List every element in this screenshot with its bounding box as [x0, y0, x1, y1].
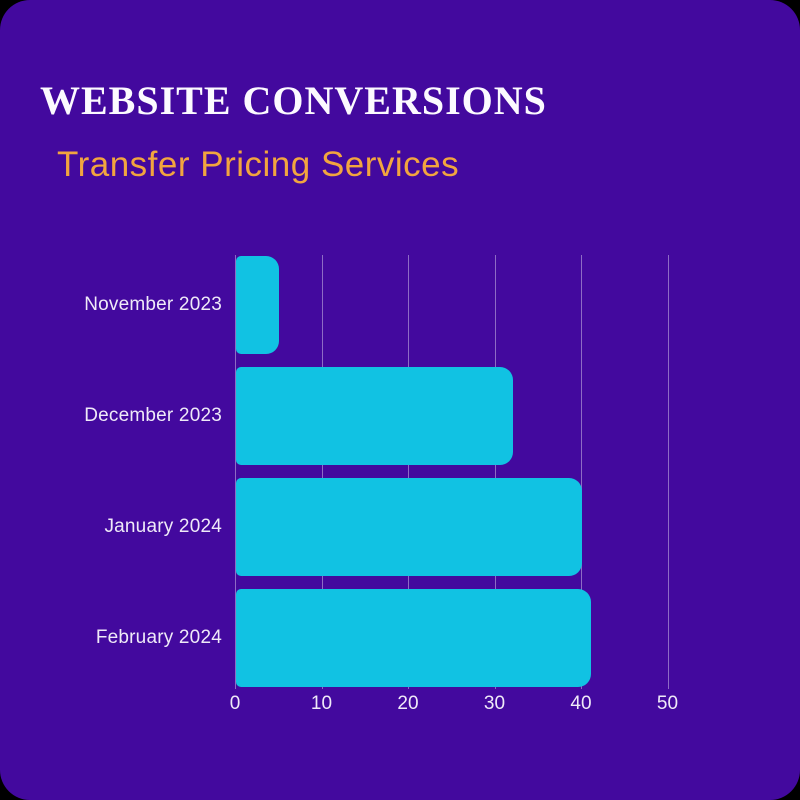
- bar-december-2023: [236, 367, 513, 465]
- x-tick-label: 30: [483, 693, 506, 714]
- gridline-x-40: [581, 255, 582, 689]
- gridline-x-30: [494, 255, 496, 689]
- x-tick-label: 40: [570, 693, 592, 714]
- x-tick-label: 10: [310, 693, 333, 714]
- gridline-x-0: [235, 255, 236, 689]
- gridline-x-50: [667, 255, 669, 689]
- x-tick-label: 0: [229, 693, 241, 714]
- chart-title: WEBSITE CONVERSIONS: [40, 78, 547, 123]
- chart-subtitle: Transfer Pricing Services: [57, 145, 460, 184]
- x-tick-label: 20: [397, 693, 419, 714]
- category-label-january-2024: January 2024: [104, 516, 222, 537]
- gridline-x-20: [408, 255, 409, 689]
- bar-february-2024: [236, 589, 591, 687]
- category-label-november-2023: November 2023: [84, 294, 222, 315]
- bar-november-2023: [236, 256, 280, 354]
- category-label-february-2024: February 2024: [95, 627, 222, 648]
- bar-january-2024: [236, 478, 582, 576]
- x-tick-label: 50: [656, 693, 679, 714]
- category-label-december-2023: December 2023: [84, 405, 222, 426]
- gridline-x-10: [321, 255, 323, 689]
